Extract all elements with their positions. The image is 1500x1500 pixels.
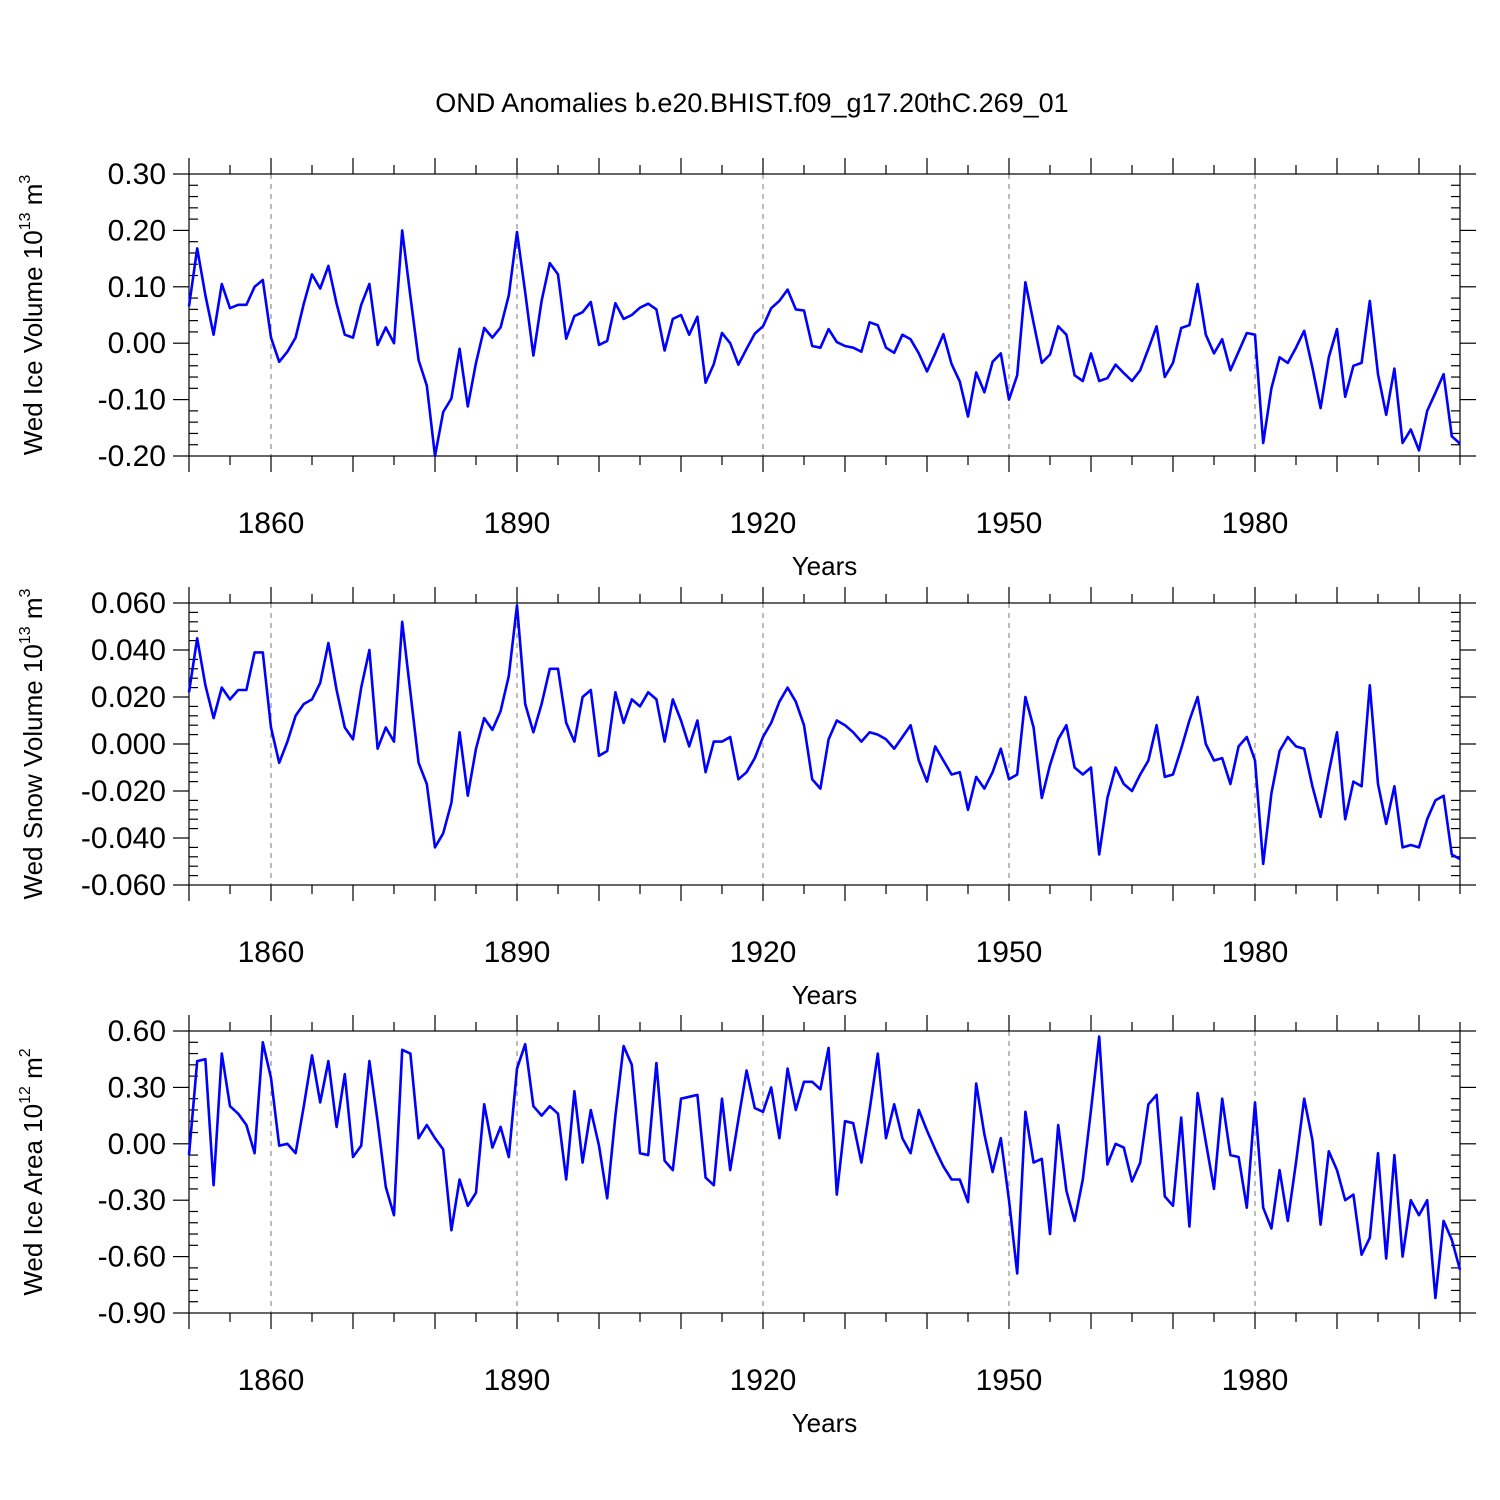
y-axis-label-exponent: 2 (17, 1048, 34, 1057)
x-tick-label: 1950 (976, 936, 1043, 969)
plot-frame (188, 1030, 1461, 1314)
y-tick-label: 0.20 (108, 214, 166, 247)
plot-frame (188, 173, 1461, 457)
x-tick-label: 1980 (1222, 936, 1289, 969)
y-tick-label: -0.90 (98, 1297, 166, 1330)
y-tick-label: 0.10 (108, 271, 166, 304)
y-axis-label: Wed Ice Area 1012 m2 (17, 1048, 48, 1295)
y-axis-label-text: Wed Ice Volume 10 (18, 230, 48, 455)
y-axis-label-text: Wed Ice Area 10 (18, 1104, 48, 1296)
y-axis-label-text: m (18, 597, 48, 626)
x-axis-label: Years (792, 980, 858, 1010)
y-axis-label-exponent: 3 (17, 175, 34, 184)
x-axis-label: Years (792, 1408, 858, 1438)
x-tick-label: 1950 (976, 507, 1043, 540)
y-tick-label: 0.060 (91, 587, 166, 620)
y-axis-label: Wed Snow Volume 1013 m3 (17, 588, 48, 899)
y-tick-label: -0.040 (81, 822, 166, 855)
x-tick-label: 1860 (238, 936, 305, 969)
y-tick-label: -0.20 (98, 440, 166, 473)
y-axis-label-exponent: 3 (17, 588, 34, 597)
panel-snow-volume: -0.060 -0.040 -0.020 0.000 0.020 0.040 0.060 18… (17, 587, 1476, 1010)
x-tick-label: 1980 (1222, 507, 1289, 540)
y-axis-label-exponent: 13 (17, 212, 34, 230)
x-tick-label: 1980 (1222, 1364, 1289, 1397)
figure-title: OND Anomalies b.e20.BHIST.f09_g17.20thC.… (435, 88, 1068, 118)
x-tick-label: 1950 (976, 1364, 1043, 1397)
x-tick-label: 1890 (484, 936, 551, 969)
y-tick-label: 0.040 (91, 634, 166, 667)
y-tick-label: 0.30 (108, 1071, 166, 1104)
y-tick-label: 0.000 (91, 728, 166, 761)
y-tick-label: -0.30 (98, 1184, 166, 1217)
x-tick-label: 1860 (238, 507, 305, 540)
x-tick-label: 1920 (730, 936, 797, 969)
series-line-snow-volume (187, 603, 1461, 866)
x-tick-label: 1920 (730, 1364, 797, 1397)
series-line-ice-volume (187, 229, 1461, 458)
y-axis-label-text: m (18, 184, 48, 213)
y-tick-label: 0.60 (108, 1015, 166, 1048)
y-tick-label: 0.00 (108, 1128, 166, 1161)
x-axis-label: Years (792, 551, 858, 581)
y-axis-label-exponent: 12 (17, 1086, 34, 1104)
panel-ice-area: -0.90 -0.60 -0.30 0.00 0.30 0.60 1860 1890 1920 1… (17, 1015, 1476, 1438)
panels: -0.20 -0.10 0.00 0.10 0.20 0.30 1860 1890 1920 19… (17, 158, 1476, 1438)
y-axis-label-text: m (18, 1057, 48, 1086)
y-axis-label-text: Wed Snow Volume 10 (18, 644, 48, 899)
series-line-ice-area (187, 1035, 1462, 1300)
y-tick-label: -0.60 (98, 1241, 166, 1274)
y-axis-label: Wed Ice Volume 1013 m3 (17, 175, 48, 456)
x-tick-label: 1890 (484, 1364, 551, 1397)
y-tick-label: 0.020 (91, 681, 166, 714)
y-tick-label: -0.060 (81, 869, 166, 902)
panel-ice-volume: -0.20 -0.10 0.00 0.10 0.20 0.30 1860 1890 1920 19… (17, 158, 1476, 581)
x-tick-label: 1920 (730, 507, 797, 540)
y-tick-label: 0.30 (108, 158, 166, 191)
x-tick-label: 1860 (238, 1364, 305, 1397)
x-tick-label: 1890 (484, 507, 551, 540)
y-axis-label-exponent: 13 (17, 626, 34, 644)
y-tick-label: -0.020 (81, 775, 166, 808)
y-tick-label: -0.10 (98, 384, 166, 417)
y-tick-label: 0.00 (108, 327, 166, 360)
